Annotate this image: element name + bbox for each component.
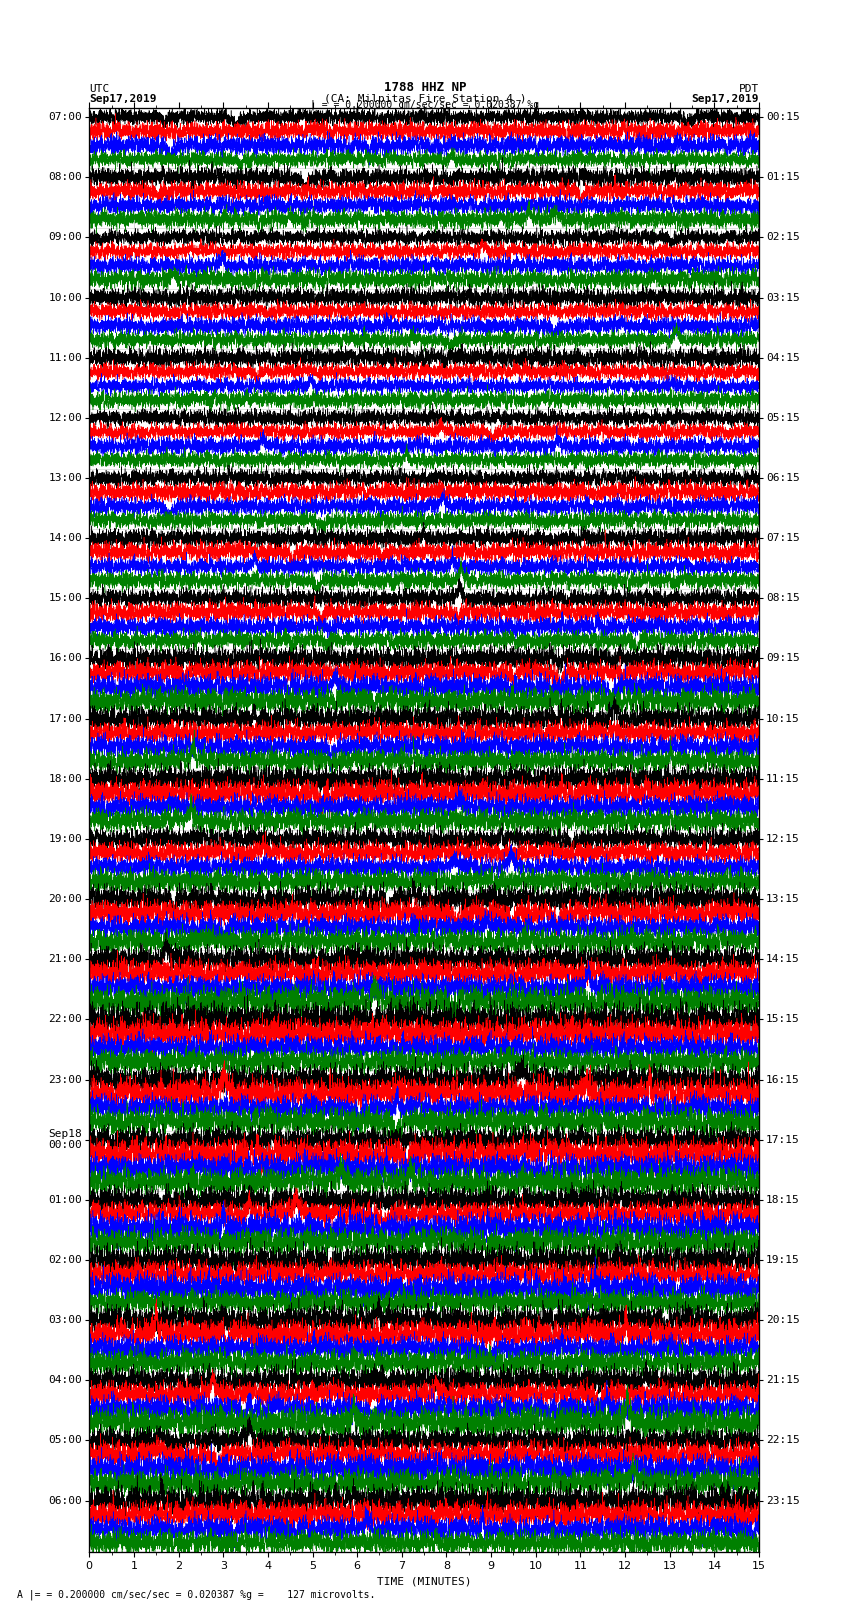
Text: | = = 0.200000 cm/sec/sec = 0.020387 %g: | = = 0.200000 cm/sec/sec = 0.020387 %g [310,98,540,110]
Text: 1788 HHZ NP: 1788 HHZ NP [383,81,467,94]
Text: PDT: PDT [739,84,759,94]
Text: Sep17,2019: Sep17,2019 [692,94,759,105]
Text: (CA: Milpitas Fire Station 4 ): (CA: Milpitas Fire Station 4 ) [324,94,526,105]
Text: UTC: UTC [89,84,110,94]
Text: Sep17,2019: Sep17,2019 [89,94,156,105]
X-axis label: TIME (MINUTES): TIME (MINUTES) [377,1578,472,1587]
Text: A |= = 0.200000 cm/sec/sec = 0.020387 %g =    127 microvolts.: A |= = 0.200000 cm/sec/sec = 0.020387 %g… [17,1589,376,1600]
